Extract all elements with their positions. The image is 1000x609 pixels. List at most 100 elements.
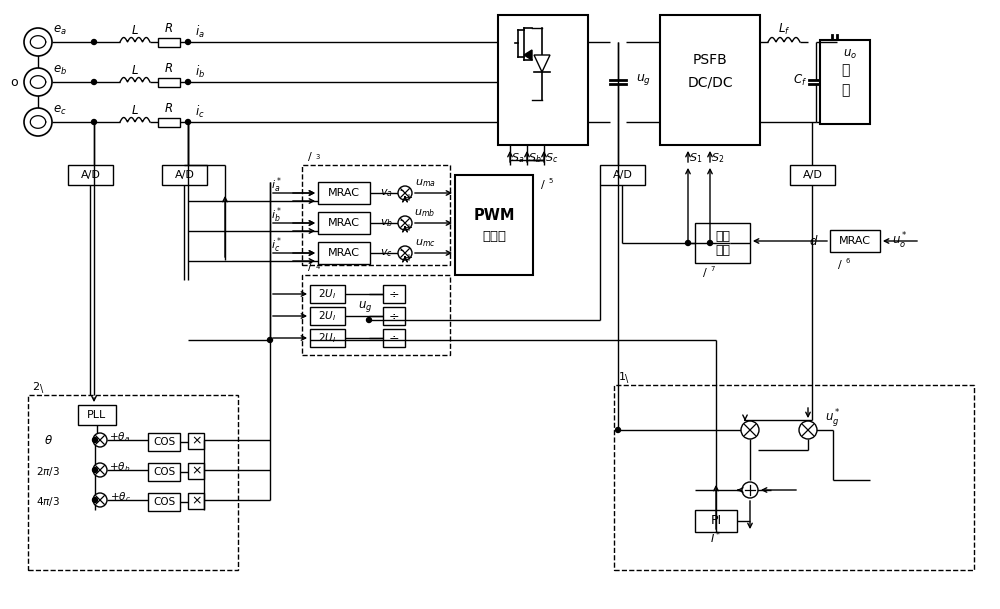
Text: $L_f$: $L_f$ [778, 21, 790, 37]
Circle shape [398, 186, 412, 200]
Circle shape [686, 241, 690, 245]
Text: -: - [399, 245, 403, 255]
Bar [188, 463, 204, 479]
Text: $L$: $L$ [131, 63, 139, 77]
Text: $+\theta_a$: $+\theta_a$ [109, 430, 131, 444]
Bar [68, 165, 113, 185]
Text: 发生器: 发生器 [482, 230, 506, 244]
Text: -: - [399, 215, 403, 225]
Text: A/D: A/D [803, 170, 822, 180]
Text: $S_a$: $S_a$ [511, 151, 525, 165]
Text: +: + [404, 193, 412, 203]
Bar [302, 275, 450, 355]
Text: \: \ [625, 374, 629, 384]
Text: $i_b^*$: $i_b^*$ [271, 205, 282, 225]
Text: /: / [703, 268, 707, 278]
Text: $v_b$: $v_b$ [380, 217, 393, 229]
Bar [148, 493, 180, 511]
Text: $\times$: $\times$ [191, 465, 201, 477]
Text: $S_c$: $S_c$ [545, 151, 559, 165]
Circle shape [186, 119, 190, 124]
Bar [162, 165, 207, 185]
Text: $v_c$: $v_c$ [380, 247, 393, 259]
Bar [830, 230, 880, 252]
Circle shape [799, 421, 817, 439]
Text: o: o [10, 76, 18, 88]
Bar [78, 405, 116, 425]
Circle shape [398, 216, 412, 230]
Text: A/D: A/D [613, 170, 632, 180]
Text: $S_2$: $S_2$ [711, 151, 725, 165]
Text: $R$: $R$ [164, 102, 174, 116]
Circle shape [92, 437, 98, 443]
Text: /: / [838, 260, 842, 270]
Text: $e_c$: $e_c$ [53, 104, 67, 116]
Text: $^6$: $^6$ [845, 258, 851, 268]
Bar [310, 307, 345, 325]
Bar [310, 329, 345, 347]
Text: COS: COS [153, 497, 175, 507]
Text: $2\pi/3$: $2\pi/3$ [36, 465, 60, 477]
Text: \: \ [40, 384, 44, 394]
Text: 调制: 调制 [715, 244, 730, 258]
Text: $e_a$: $e_a$ [53, 24, 67, 37]
Circle shape [92, 498, 98, 502]
Text: $u_g$: $u_g$ [636, 72, 652, 88]
Circle shape [93, 463, 107, 477]
Text: $I^*$: $I^*$ [710, 530, 722, 546]
Text: MRAC: MRAC [328, 218, 360, 228]
Bar [383, 285, 405, 303]
Text: $i_a^*$: $i_a^*$ [271, 175, 282, 195]
Polygon shape [524, 50, 532, 60]
Text: PSFB: PSFB [693, 53, 727, 67]
Circle shape [24, 68, 52, 96]
Circle shape [366, 317, 372, 323]
Text: $^4$: $^4$ [315, 264, 321, 274]
Text: A/D: A/D [81, 170, 100, 180]
Text: DC/DC: DC/DC [687, 75, 733, 89]
Circle shape [398, 246, 412, 260]
Text: MRAC: MRAC [328, 188, 360, 198]
Bar [614, 385, 974, 570]
Bar [790, 165, 835, 185]
Circle shape [24, 108, 52, 136]
Text: /: / [541, 180, 545, 190]
Text: $d$: $d$ [809, 234, 819, 248]
Text: $S_b$: $S_b$ [528, 151, 542, 165]
Text: $R$: $R$ [164, 23, 174, 35]
Circle shape [92, 468, 98, 473]
Text: $i_b$: $i_b$ [195, 64, 205, 80]
Text: -: - [399, 185, 403, 195]
Circle shape [93, 433, 107, 447]
Text: $^3$: $^3$ [315, 154, 321, 164]
Text: $v_a$: $v_a$ [380, 187, 393, 199]
Text: $u_o$: $u_o$ [843, 48, 857, 60]
Bar [695, 510, 737, 532]
Text: 移向: 移向 [715, 230, 730, 242]
Text: 载: 载 [841, 83, 849, 97]
Circle shape [93, 493, 107, 507]
Circle shape [92, 119, 96, 124]
Circle shape [186, 80, 190, 85]
Circle shape [24, 28, 52, 56]
Bar [383, 329, 405, 347]
Circle shape [708, 241, 712, 245]
Text: $e_b$: $e_b$ [53, 63, 67, 77]
Bar [318, 182, 370, 204]
Polygon shape [534, 55, 550, 72]
Text: PLL: PLL [87, 410, 107, 420]
Text: $\div$: $\div$ [388, 287, 400, 300]
Bar [310, 285, 345, 303]
Text: +: + [404, 223, 412, 233]
Text: $i_a$: $i_a$ [195, 24, 205, 40]
Text: $^7$: $^7$ [710, 266, 716, 276]
Bar [188, 433, 204, 449]
Circle shape [92, 80, 96, 85]
Bar [148, 463, 180, 481]
Text: $4\pi/3$: $4\pi/3$ [36, 496, 60, 509]
Text: $+\theta_c$: $+\theta_c$ [110, 490, 130, 504]
Bar [148, 433, 180, 451]
Text: /: / [308, 152, 312, 162]
Text: $\theta$: $\theta$ [44, 434, 52, 446]
Text: $u_g^*$: $u_g^*$ [825, 407, 841, 429]
